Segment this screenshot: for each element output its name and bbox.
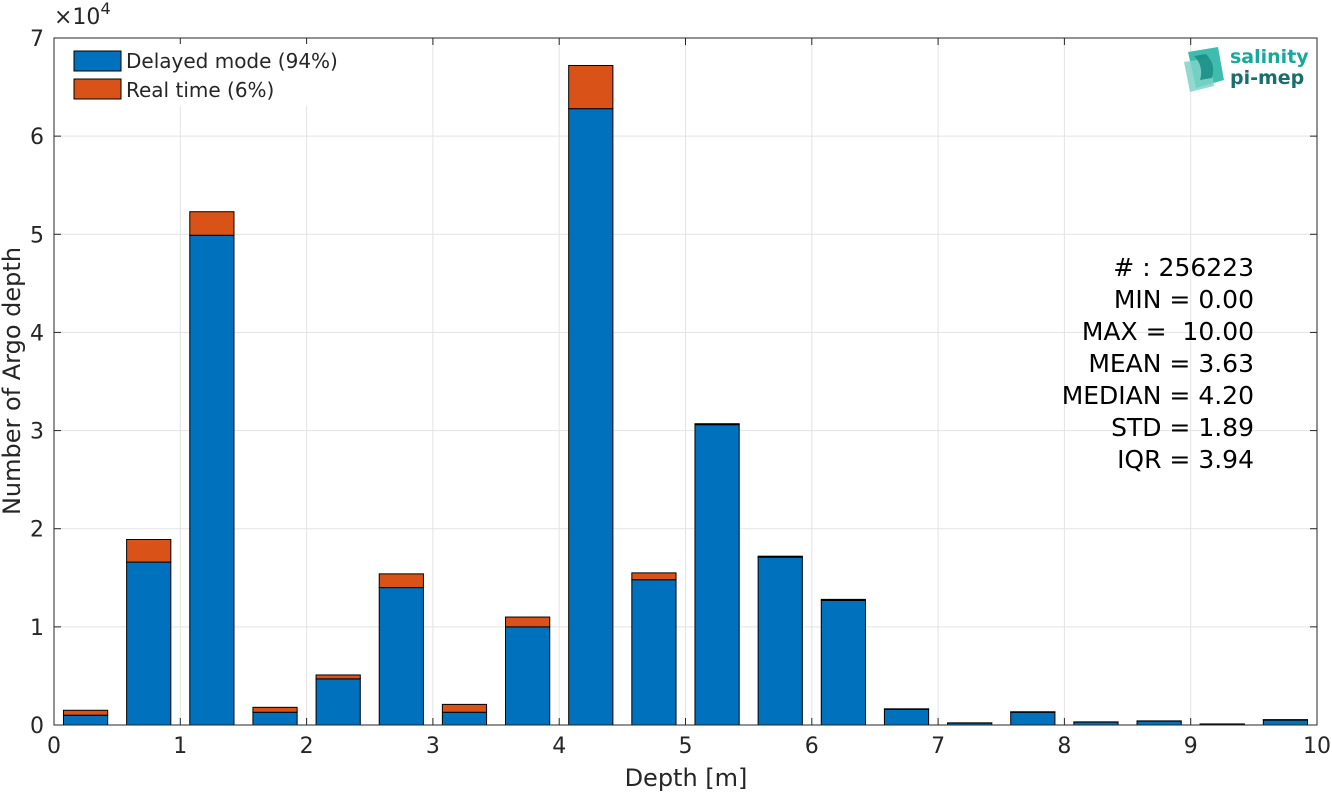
- legend-label-realtime: Real time (6%): [126, 78, 274, 102]
- salinity-pi-mep-logo: salinity pi-mep: [1184, 46, 1309, 92]
- y-tick-label: 4: [30, 321, 44, 346]
- stats-line: MEAN = 3.63: [1088, 349, 1254, 378]
- statistics-box: # : 256223 MIN = 0.00 MAX = 10.00 MEAN = 3.…: [1062, 253, 1254, 474]
- bar-real-time: [631, 572, 677, 581]
- bar-real-time: [694, 423, 740, 426]
- stats-line: MAX = 10.00: [1082, 317, 1254, 346]
- x-tick-label: 10: [1303, 734, 1331, 759]
- bar-delayed-mode: [1010, 711, 1056, 726]
- x-tick-label: 2: [300, 734, 314, 759]
- y-multiplier: ×104: [54, 0, 111, 30]
- bar-delayed-mode: [568, 108, 614, 726]
- y-tick-label: 3: [30, 420, 44, 445]
- bar-real-time: [189, 211, 235, 236]
- bar-delayed-mode: [315, 678, 361, 726]
- bar-real-time: [568, 64, 614, 110]
- x-tick-label: 1: [173, 734, 187, 759]
- bar-delayed-mode: [126, 561, 172, 726]
- bar-delayed-mode: [62, 714, 109, 726]
- x-tick-label: 8: [1057, 734, 1071, 759]
- logo-icon: [1184, 47, 1224, 92]
- legend-swatch-delayed: [73, 50, 122, 72]
- y-multiplier-base: ×10: [54, 5, 100, 30]
- y-tick-label: 6: [30, 125, 44, 150]
- x-tick-label: 3: [426, 734, 440, 759]
- bar-real-time: [505, 616, 551, 628]
- legend: Delayed mode (94%) Real time (6%): [66, 44, 358, 106]
- bar-delayed-mode: [189, 234, 235, 726]
- bars: [62, 64, 1309, 726]
- x-tick-label: 9: [1184, 734, 1198, 759]
- stats-line: STD = 1.89: [1111, 413, 1254, 442]
- bar-delayed-mode: [694, 424, 740, 726]
- bar-delayed-mode: [820, 599, 866, 726]
- bar-delayed-mode: [757, 556, 803, 726]
- x-ticks: 0 1 2 3 4 5 6 7 8 9 10: [47, 38, 1331, 759]
- bar-delayed-mode: [1262, 719, 1309, 726]
- stats-line: MIN = 0.00: [1114, 285, 1254, 314]
- y-axis-title: Number of Argo depth: [0, 247, 26, 515]
- y-ticks: 0 1 2 3 4 5 6 7: [30, 27, 1317, 739]
- x-tick-label: 4: [552, 734, 566, 759]
- y-tick-label: 7: [30, 27, 44, 52]
- logo-line-2: pi-mep: [1230, 67, 1304, 89]
- bar-delayed-mode: [505, 626, 551, 726]
- y-tick-label: 2: [30, 518, 44, 543]
- bar-real-time: [378, 573, 424, 589]
- stats-line: IQR = 3.94: [1117, 445, 1254, 474]
- grid-lines: [54, 38, 1317, 725]
- bar-real-time: [757, 555, 803, 558]
- y-tick-label: 5: [30, 223, 44, 248]
- x-tick-label: 5: [679, 734, 693, 759]
- bar-real-time: [126, 539, 172, 563]
- bar-real-time: [441, 703, 488, 713]
- bar-real-time: [252, 706, 298, 713]
- bar-real-time: [820, 598, 866, 601]
- bar-real-time: [315, 674, 361, 680]
- bar-delayed-mode: [883, 708, 930, 726]
- y-multiplier-exponent: 4: [100, 0, 110, 18]
- x-tick-label: 0: [47, 734, 61, 759]
- x-tick-label: 6: [805, 734, 819, 759]
- bar-delayed-mode: [1136, 720, 1182, 726]
- bar-delayed-mode: [441, 711, 488, 726]
- bar-delayed-mode: [631, 579, 677, 726]
- bar-real-time: [62, 709, 109, 716]
- logo-line-1: salinity: [1230, 46, 1309, 68]
- bar-delayed-mode: [252, 711, 298, 726]
- stats-line: # : 256223: [1113, 253, 1254, 282]
- stats-line: MEDIAN = 4.20: [1062, 381, 1254, 410]
- legend-label-delayed: Delayed mode (94%): [126, 49, 338, 73]
- bar-delayed-mode: [378, 587, 424, 726]
- legend-swatch-realtime: [73, 78, 122, 100]
- y-tick-label: 1: [30, 616, 44, 641]
- x-axis-title: Depth [m]: [625, 764, 748, 792]
- y-tick-label: 0: [30, 714, 44, 739]
- x-tick-label: 7: [931, 734, 945, 759]
